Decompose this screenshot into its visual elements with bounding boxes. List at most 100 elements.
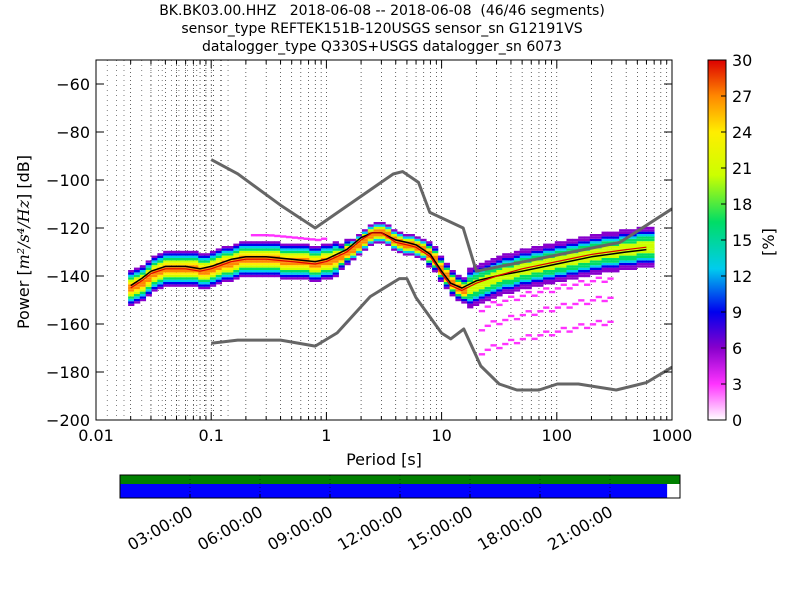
heatmap-cell [151,260,158,263]
heatmap-cell [256,234,263,237]
heatmap-cell [490,284,497,287]
heatmap-cell [508,291,515,294]
heatmap-cell [221,272,228,275]
heatmap-cell [204,267,211,270]
heatmap-cell [531,277,538,280]
heatmap-cell [326,274,334,278]
heatmap-cell [215,260,223,263]
heatmap-cell [332,267,339,270]
heatmap-cell [204,274,211,278]
heatmap-cell [186,253,193,256]
heatmap-cell [449,286,456,290]
heatmap-cell [256,246,263,249]
heatmap-cell [531,282,538,285]
heatmap-cell [268,253,275,256]
x-tick-label: 0.1 [198,426,223,445]
heatmap-cell [256,248,263,251]
heatmap-cell [221,255,228,258]
heatmap-cell [239,262,246,266]
heatmap-cell [163,258,170,261]
heatmap-cell [209,279,217,282]
heatmap-cell [280,260,287,263]
heatmap-cell [513,253,521,256]
heatmap-cell [572,246,579,249]
heatmap-cell [326,277,334,280]
heatmap-cell [180,253,187,256]
heatmap-cell [320,253,328,256]
heatmap-cell [426,248,433,251]
heatmap-cell [525,334,532,337]
heatmap-cell [157,270,164,273]
heatmap-cell [548,265,556,268]
heatmap-cell [320,237,328,240]
heatmap-cell [350,248,357,251]
heatmap-cell [502,282,509,285]
heatmap-cell [484,286,491,290]
heatmap-cell [519,265,526,268]
heatmap-cell [245,243,252,246]
heatmap-cell [525,265,532,268]
heatmap-cell [192,277,199,280]
heatmap-cell [414,238,421,242]
heatmap-cell [239,243,246,246]
heatmap-cell [274,267,281,270]
colorbar-tick-label: 24 [732,123,752,142]
heatmap-cell [426,260,433,263]
heatmap-cell [437,277,445,280]
heatmap-cell [624,231,632,234]
heatmap-cell [233,260,240,263]
heatmap-cell [490,270,497,273]
heatmap-cell [548,274,556,278]
heatmap-cell [502,255,509,258]
heatmap-cell [291,248,299,251]
colorbar-tick-label: 12 [732,267,752,286]
heatmap-cell [180,272,187,275]
heatmap-cell [320,248,328,251]
heatmap-cell [250,265,258,268]
heatmap-cell [589,299,597,302]
heatmap-cell [601,234,608,237]
heatmap-cell [315,277,322,280]
colorbar-ticks: 0 3 6 9 12 15 18 21 24 27 30 [721,51,752,430]
heatmap-cell [133,289,141,292]
heatmap-cell [145,284,152,287]
heatmap-cell [285,248,293,251]
heatmap-cell [303,277,310,280]
heatmap-cell [467,286,474,290]
heatmap-cell [227,253,234,256]
heatmap-cell [198,262,205,266]
heatmap-cell [315,279,322,282]
heatmap-cell [315,238,322,242]
heatmap-cell [128,270,135,273]
heatmap-cell [326,260,334,263]
heatmap-cell [174,262,182,266]
heatmap-cell [490,277,497,280]
heatmap-cell [537,260,544,263]
heatmap-cell [560,241,567,244]
heatmap-cell [461,286,468,290]
heatmap-cell [601,231,608,234]
heatmap-cell [624,262,632,266]
heatmap-cell [554,243,562,246]
heatmap-cell [566,272,573,275]
heatmap-cell [478,282,486,285]
heatmap-cell [619,258,626,261]
heatmap-cell [297,260,304,263]
heatmap-cell [461,298,468,302]
heatmap-cell [478,294,486,297]
heatmap-cell [139,282,147,285]
heatmap-cell [578,250,585,254]
heatmap-cell [624,238,632,242]
heatmap-cell [174,282,182,285]
heatmap-cell [432,248,439,251]
heatmap-cell [361,246,369,249]
heatmap-cell [239,267,246,270]
heatmap-cell [513,250,521,254]
heatmap-cell [589,243,597,246]
heatmap-cell [163,274,170,278]
heatmap-cell [239,248,246,251]
heatmap-cell [595,258,602,261]
heatmap-cell [233,246,240,249]
heatmap-cell [221,246,228,249]
heatmap-cell [432,270,439,273]
